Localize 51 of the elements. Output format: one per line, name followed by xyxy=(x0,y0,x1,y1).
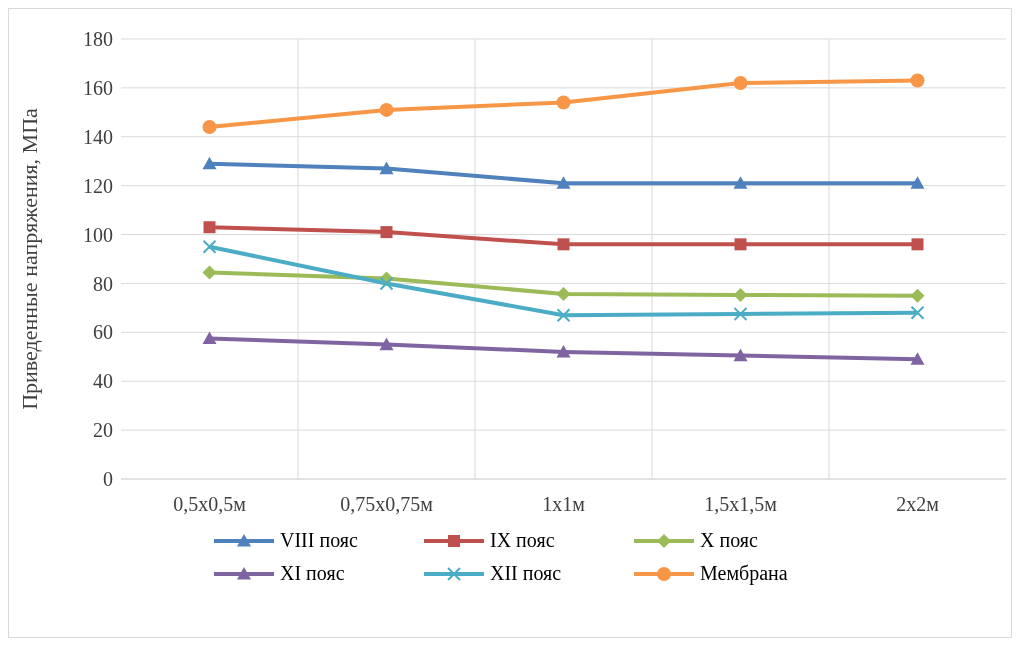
x-tick-label: 0,75x0,75м xyxy=(340,493,434,516)
point xyxy=(910,73,925,88)
point xyxy=(202,239,217,254)
point xyxy=(379,161,394,175)
point xyxy=(910,288,925,303)
point xyxy=(910,176,925,189)
legend-label: XI пояс xyxy=(280,562,345,585)
x-tick-label: 1x1м xyxy=(542,493,586,516)
point xyxy=(202,331,217,345)
point xyxy=(733,307,748,321)
point xyxy=(910,305,925,320)
y-tick-label: 180 xyxy=(83,28,113,51)
point xyxy=(556,95,571,110)
y-tick-label: 20 xyxy=(93,419,113,442)
y-tick-label: 140 xyxy=(83,125,113,148)
point xyxy=(556,308,571,323)
legend-label: IX пояс xyxy=(490,529,555,552)
point xyxy=(379,337,394,351)
point xyxy=(202,120,217,134)
point xyxy=(733,76,748,90)
x-tick-label: 1,5x1,5м xyxy=(704,493,778,516)
point xyxy=(203,221,216,234)
point xyxy=(733,348,748,362)
point xyxy=(557,238,570,251)
y-tick-label: 40 xyxy=(93,370,113,393)
point xyxy=(379,102,394,117)
legend-label: XII пояс xyxy=(490,562,562,585)
point xyxy=(379,276,394,291)
point xyxy=(910,352,925,365)
y-tick-label: 60 xyxy=(93,321,113,344)
y-axis-title: Приведенные напряжения, МПа xyxy=(16,107,42,410)
legend-label: Мембрана xyxy=(700,562,788,585)
point xyxy=(733,287,748,302)
y-tick-label: 120 xyxy=(83,174,113,197)
point xyxy=(734,238,747,251)
point xyxy=(202,265,217,280)
x-tick-label: 0,5x0,5м xyxy=(173,493,247,516)
point xyxy=(556,286,571,301)
point xyxy=(202,156,217,170)
y-tick-label: 160 xyxy=(83,76,113,99)
point xyxy=(911,238,924,251)
x-tick-label: 2x2м xyxy=(896,493,940,516)
y-tick-label: 80 xyxy=(93,272,113,295)
point xyxy=(556,176,571,189)
point xyxy=(380,226,393,239)
point xyxy=(556,344,571,358)
point xyxy=(733,176,748,189)
y-tick-label: 0 xyxy=(103,468,113,491)
y-tick-label: 100 xyxy=(83,223,113,246)
legend-label: X пояс xyxy=(700,529,758,552)
legend-label: VIII пояс xyxy=(280,529,358,552)
